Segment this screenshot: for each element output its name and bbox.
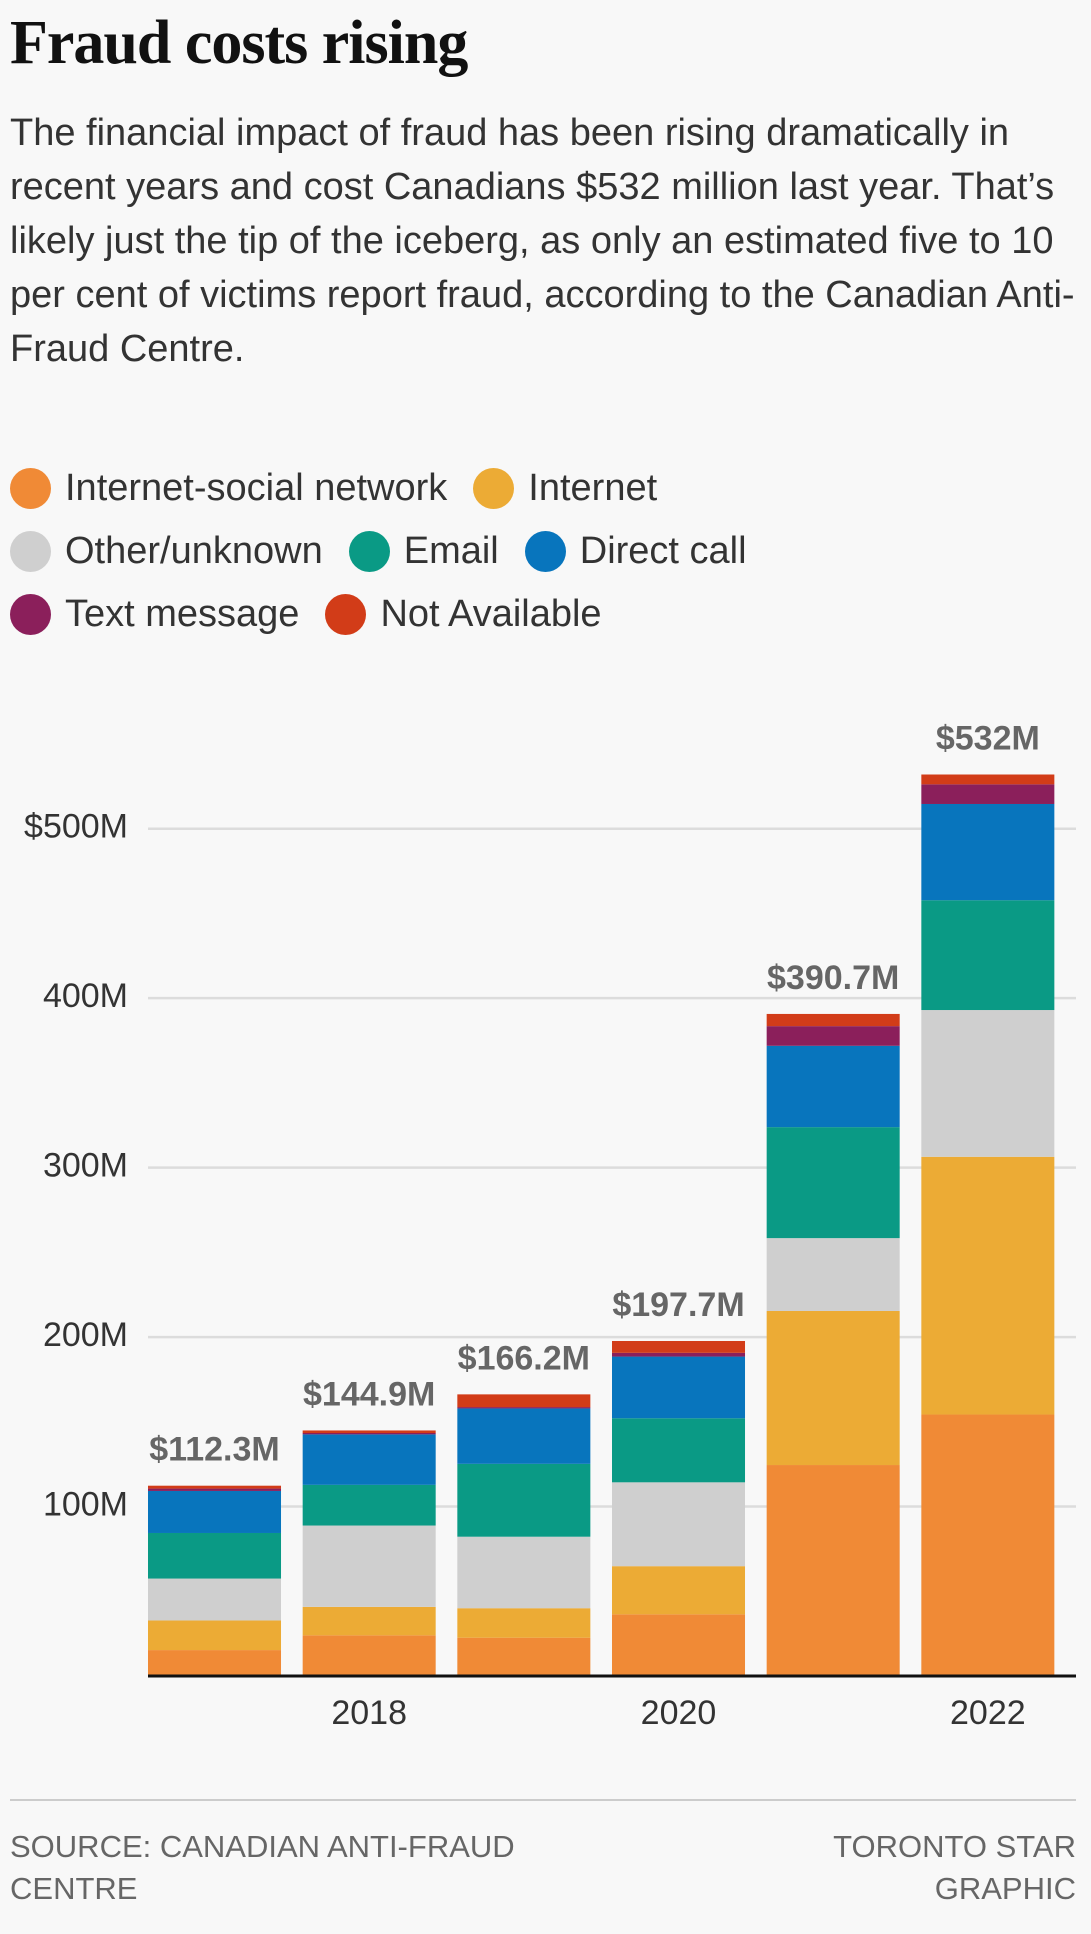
credit: TORONTO STAR GRAPHIC <box>833 1829 1076 1906</box>
legend-item: Email <box>348 529 499 573</box>
total-label: $390.7M <box>767 959 899 997</box>
x-tick-label: 2018 <box>331 1694 407 1732</box>
bar-segment <box>612 1566 746 1615</box>
y-tick-label: 400M <box>43 977 128 1015</box>
legend-item: Internet <box>473 466 657 510</box>
legend-item: Internet-social network <box>10 466 447 510</box>
bar-segment <box>457 1608 591 1638</box>
legend: Internet-social network Internet Other/unk… <box>10 466 870 636</box>
bar-segment <box>302 1484 436 1526</box>
bar-segment <box>766 1127 900 1239</box>
total-label: $166.2M <box>458 1339 590 1377</box>
legend-label: Email <box>403 529 499 572</box>
total-label: $197.7M <box>612 1286 744 1324</box>
legend-swatch <box>10 530 51 572</box>
bar-segment <box>457 1637 591 1676</box>
legend-item: Text message <box>10 592 299 636</box>
legend-swatch <box>524 530 566 572</box>
bar-segment <box>457 1408 591 1464</box>
bar-segment <box>302 1525 436 1607</box>
bar-segment <box>612 1356 746 1419</box>
bar-segment <box>921 774 1055 785</box>
legend-label: Direct call <box>579 529 747 572</box>
x-tick-label: 2020 <box>641 1694 717 1732</box>
bar-segment <box>766 1045 900 1128</box>
bar-segment <box>148 1620 282 1651</box>
bar-segment <box>148 1578 282 1621</box>
bar-segment <box>302 1635 436 1676</box>
bar-segment <box>612 1482 746 1567</box>
bar-segment <box>302 1606 436 1636</box>
bar-segment <box>766 1465 900 1676</box>
bar-segment <box>766 1310 900 1466</box>
y-tick-label: 300M <box>43 1147 128 1185</box>
legend-swatch <box>325 593 367 635</box>
bar-segment <box>302 1430 436 1434</box>
bar-segment <box>148 1485 282 1489</box>
total-label: $112.3M <box>149 1431 279 1469</box>
bar-segment <box>612 1340 746 1353</box>
bar-segment <box>302 1434 436 1485</box>
x-tick-label: 2022 <box>950 1694 1026 1732</box>
bar-segment <box>612 1352 746 1357</box>
bar-segment <box>921 784 1055 804</box>
bar-segment <box>612 1418 746 1483</box>
y-tick-label: $500M <box>24 808 128 846</box>
legend-swatch <box>10 593 51 635</box>
y-tick-label: 200M <box>43 1316 128 1354</box>
bar-segment <box>148 1532 282 1579</box>
bar-segment <box>921 1414 1055 1676</box>
legend-label: Text message <box>65 592 300 635</box>
bar-segment <box>766 1013 900 1027</box>
bar-segment <box>921 1010 1055 1157</box>
bar-segment <box>921 1156 1055 1415</box>
legend-label: Not Available <box>380 592 602 635</box>
legend-label: Internet-social network <box>65 466 448 509</box>
bar-segment <box>148 1650 282 1676</box>
legend-swatch <box>10 467 51 509</box>
bar-segment <box>148 1488 282 1491</box>
bar-segment <box>302 1433 436 1435</box>
bar-segment <box>766 1026 900 1046</box>
legend-swatch <box>473 467 515 509</box>
footer: SOURCE: CANADIAN ANTI-FRAUD CENTRE TORON… <box>10 1826 1076 1910</box>
chart-title: Fraud costs rising <box>10 9 468 77</box>
chart-subtitle: The financial impact of fraud has been r… <box>10 112 1075 370</box>
bar-segment <box>457 1407 591 1409</box>
bar-segment <box>921 900 1055 1011</box>
bar-segment <box>457 1536 591 1609</box>
legend-item: Direct call <box>524 529 747 573</box>
legend-label: Other/unknown <box>65 529 323 572</box>
total-label: $532M <box>936 719 1040 757</box>
legend-swatch <box>348 530 390 572</box>
bar-segment <box>457 1463 591 1537</box>
bar-segment <box>766 1238 900 1311</box>
bar-segment <box>148 1490 282 1533</box>
source: SOURCE: CANADIAN ANTI-FRAUD CENTRE <box>10 1829 515 1906</box>
bar-segment <box>921 803 1055 901</box>
bar-segment <box>612 1614 746 1676</box>
legend-label: Internet <box>528 466 658 509</box>
y-tick-label: 100M <box>43 1486 128 1524</box>
total-label: $144.9M <box>303 1375 435 1413</box>
legend-item: Not Available <box>325 592 602 636</box>
bar-segment <box>457 1394 591 1408</box>
legend-item: Other/unknown <box>10 529 323 573</box>
